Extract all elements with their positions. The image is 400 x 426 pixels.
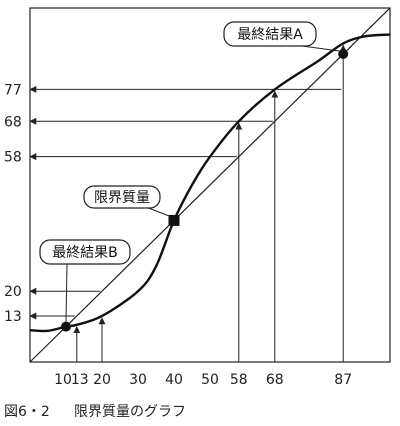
y-tick-label: 58 [4,150,22,166]
x-tick-label: 40 [165,372,183,388]
point-markers [61,49,349,332]
y-tick-label: 68 [4,114,22,130]
callout-leader [148,207,171,217]
callout-label: 最終結果A [237,27,303,43]
callout-leader [65,263,68,322]
mapping-arrows [29,44,347,362]
y-tick-label: 13 [4,309,22,325]
s-curve [29,33,391,333]
figure-caption-text: 限界質量のグラフ [74,404,186,420]
callout-leader [302,45,340,52]
x-tick-label: 58 [230,372,248,388]
x-tick-label: 30 [129,372,147,388]
plot-frame [29,7,391,363]
x-tick-label: 10 [54,372,72,388]
callout-label: 最終結果B [52,245,118,261]
equilibrium-point-marker [338,49,349,60]
figure-caption-number: 図6・2 [4,404,50,420]
x-tick-label: 50 [201,372,219,388]
x-tick-label: 20 [93,372,111,388]
x-tick-label: 87 [334,372,352,388]
callout-label: 限界質量 [94,190,150,206]
diagonal-line [29,7,391,363]
y-tick-labels: 13 20 58 68 77 [4,82,22,325]
y-tick-label: 77 [4,82,22,98]
critical-mass-marker [168,214,180,226]
equilibrium-point-marker [61,321,71,332]
x-tick-label: 68 [266,372,284,388]
callout-box [83,185,161,209]
callout-box [223,21,317,47]
x-tick-label: 13 [71,372,89,388]
y-tick-label: 20 [4,284,22,300]
callout-box [39,239,131,265]
